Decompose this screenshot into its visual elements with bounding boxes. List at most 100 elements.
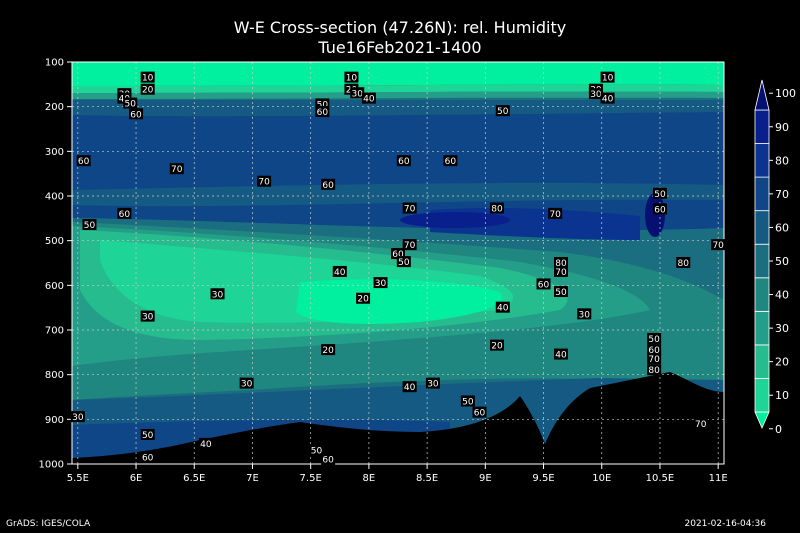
plot-frame bbox=[71, 61, 725, 465]
chart-title: W-E Cross-section (47.26N): rel. Humidit… bbox=[233, 18, 567, 37]
contour-label-bg bbox=[70, 411, 85, 423]
contour-label: 70 bbox=[648, 355, 660, 365]
contour-label-bg bbox=[489, 339, 504, 351]
contour-label: 50 bbox=[142, 431, 154, 441]
colorbar-label: 20 bbox=[775, 356, 789, 369]
contour-label: 80 bbox=[555, 259, 567, 269]
contour-label: 10 bbox=[142, 74, 154, 84]
contour-label: 30 bbox=[590, 90, 602, 100]
colorbar-max-arrow bbox=[754, 79, 770, 111]
contour-label: 10 bbox=[602, 74, 614, 84]
y-tick-label: 600 bbox=[45, 281, 64, 292]
contour-label-bg bbox=[198, 437, 213, 449]
footer-credit: GrADS: IGES/COLA bbox=[6, 519, 91, 529]
colorbar-segment bbox=[754, 310, 770, 346]
contour-label-bg bbox=[321, 178, 336, 190]
contour-label-bg bbox=[577, 308, 592, 320]
contour-label-bg bbox=[129, 108, 144, 120]
contour-label: 30 bbox=[241, 380, 253, 390]
contour-label: 50 bbox=[317, 100, 329, 110]
contour-label: 70 bbox=[695, 420, 707, 430]
contour-label: 70 bbox=[404, 205, 416, 215]
y-tick-label: 300 bbox=[45, 147, 64, 158]
contour-label: 30 bbox=[352, 89, 364, 99]
contour-label: 60 bbox=[648, 346, 660, 356]
contour-label: 60 bbox=[142, 453, 154, 463]
contour-label-bg bbox=[373, 277, 388, 289]
colorbar-label: 70 bbox=[775, 188, 789, 201]
contour-label: 60 bbox=[322, 181, 334, 191]
contour-label-bg bbox=[356, 292, 371, 304]
contour-label-bg bbox=[76, 155, 91, 167]
contour-label: 50 bbox=[497, 107, 509, 117]
contour-label: 50 bbox=[398, 258, 410, 268]
contour-label: 50 bbox=[462, 397, 474, 407]
x-tick-label: 8E bbox=[363, 473, 376, 484]
contour-label-bg bbox=[425, 377, 440, 389]
footer-timestamp: 2021-02-16-04:36 bbox=[684, 519, 767, 529]
contour-label-bg bbox=[321, 453, 336, 465]
contour-label-bg bbox=[548, 207, 563, 219]
contour-label-bg bbox=[210, 288, 225, 300]
contour-label-bg bbox=[82, 219, 97, 231]
contour-label: 60 bbox=[119, 210, 131, 220]
contour-label: 40 bbox=[497, 304, 509, 314]
contour-label: 30 bbox=[212, 290, 224, 300]
contour-label: 60 bbox=[654, 205, 666, 215]
contour-label-bg bbox=[140, 451, 155, 463]
y-tick-label: 200 bbox=[45, 102, 64, 113]
x-tick-label: 5.5E bbox=[67, 473, 89, 484]
contour-label-bg bbox=[536, 278, 551, 290]
contour-label-bg bbox=[472, 406, 487, 418]
colorbar-label: 40 bbox=[775, 289, 789, 302]
contour-label-bg bbox=[647, 364, 662, 376]
y-axis: 100 200 300 400 500 600 700 800 900 1000 bbox=[39, 58, 72, 471]
contour-label-bg bbox=[396, 155, 411, 167]
contour-labels: 1020304050601020304050601020304050607070… bbox=[70, 71, 726, 466]
x-tick-label: 9.5E bbox=[532, 473, 554, 484]
contour-label-bg bbox=[600, 92, 615, 104]
contour-label: 70 bbox=[549, 210, 561, 220]
contour-label: 80 bbox=[491, 205, 503, 215]
contour-label-bg bbox=[554, 257, 568, 268]
colorbar-min-arrow bbox=[754, 411, 770, 429]
colorbar-segment bbox=[754, 176, 770, 212]
colorbar-label: 30 bbox=[775, 322, 789, 335]
contour-label-bg bbox=[361, 92, 376, 104]
contour-label: 40 bbox=[334, 268, 346, 278]
contour-label: 80 bbox=[678, 259, 690, 269]
colorbar: 0 10 20 30 40 50 60 70 80 90 100 bbox=[754, 79, 796, 436]
contour-label: 70 bbox=[555, 268, 567, 278]
contour-label: 50 bbox=[555, 288, 567, 298]
contour-label-bg bbox=[647, 332, 662, 344]
colorbar-segment bbox=[754, 277, 770, 312]
contour-label: 50 bbox=[654, 190, 666, 200]
y-tick-label: 700 bbox=[45, 326, 64, 337]
contour-label-bg bbox=[711, 239, 726, 251]
contour-label: 60 bbox=[474, 409, 486, 419]
contour-label: 60 bbox=[78, 157, 90, 167]
x-tick-label: 7.5E bbox=[300, 473, 322, 484]
colorbar-label: 100 bbox=[775, 87, 796, 100]
contour-label: 30 bbox=[142, 313, 154, 323]
y-tick-label: 1000 bbox=[39, 460, 64, 471]
contour-label-bg bbox=[315, 106, 330, 118]
contour-label-bg bbox=[652, 187, 667, 199]
colorbar-label: 80 bbox=[775, 154, 789, 167]
colorbar-segment bbox=[754, 344, 770, 379]
contour-label-bg bbox=[257, 175, 272, 187]
x-axis: 5.5E 6E 6.5E 7E 7.5E 8E 8.5E 9E 9.5E 10E 10.5E 11E bbox=[67, 464, 728, 484]
contour-label-bg bbox=[676, 257, 691, 268]
contour-label-bg bbox=[588, 88, 603, 100]
x-tick-label: 10.5E bbox=[646, 473, 675, 484]
contour-label: 70 bbox=[712, 241, 724, 251]
y-tick-label: 400 bbox=[45, 192, 64, 203]
contour-label-bg bbox=[169, 163, 184, 175]
contour-label: 40 bbox=[555, 351, 567, 361]
chart-subtitle: Tue16Feb2021-1400 bbox=[318, 38, 482, 57]
contour-label: 40 bbox=[200, 440, 212, 450]
contour-label-bg bbox=[402, 381, 417, 393]
colorbar-segment bbox=[754, 378, 770, 413]
contour-label-bg bbox=[309, 444, 324, 456]
